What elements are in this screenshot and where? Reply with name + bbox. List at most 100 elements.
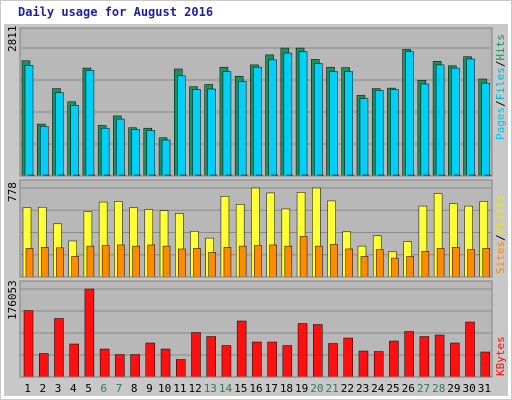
sites-bar-day-12	[193, 248, 201, 278]
files-bar-day-16	[253, 66, 262, 177]
files-bar-day-8	[131, 129, 140, 177]
hits-ymax-label: 2811	[6, 26, 19, 53]
kbytes-bar-day-30	[465, 321, 475, 378]
files-bar-day-21	[329, 71, 338, 177]
hits-panel-legend-item-2: Files	[494, 67, 507, 100]
files-bar-day-7	[116, 118, 125, 177]
kbytes-bar-day-9	[145, 342, 156, 378]
x-tick-day-3: 3	[55, 382, 62, 395]
x-tick-day-7: 7	[116, 382, 123, 395]
sites-bar-day-8	[132, 245, 140, 278]
hits-legend: Pages/Files/Hits	[494, 34, 507, 140]
sites-bar-day-31	[482, 248, 491, 278]
x-tick-day-14: 14	[219, 382, 233, 395]
sites-bar-day-16	[254, 245, 262, 278]
kbytes-bar-day-18	[282, 345, 293, 378]
visits-panel-legend-item-2: Visits	[494, 195, 507, 235]
kbytes-bar-day-10	[160, 348, 171, 378]
files-bar-day-26	[405, 51, 414, 177]
sites-bar-day-3	[56, 247, 64, 278]
hits-panel-border	[19, 27, 493, 177]
files-bar-day-19	[298, 51, 308, 177]
files-bar-day-6	[100, 127, 110, 177]
kbytes-bar-day-7	[115, 354, 125, 378]
visits-ymax-label: 778	[6, 182, 19, 202]
sites-bar-day-2	[40, 247, 49, 278]
sites-bar-day-10	[162, 245, 171, 278]
files-bar-day-4	[70, 105, 79, 177]
x-tick-day-21: 21	[326, 382, 339, 395]
x-tick-day-18: 18	[280, 382, 293, 395]
kbytes-bar-day-15	[236, 320, 247, 378]
files-bar-day-17	[268, 59, 277, 177]
sites-bar-day-5	[86, 245, 95, 278]
visits-legend: Sites/Visits	[494, 195, 507, 275]
x-tick-day-9: 9	[146, 382, 153, 395]
kbytes-panel-legend-item-0: KBytes	[494, 336, 507, 376]
x-tick-day-11: 11	[173, 382, 186, 395]
x-tick-day-2: 2	[40, 382, 47, 395]
kbytes-bar-day-28	[434, 334, 445, 378]
files-bar-day-27	[420, 83, 430, 177]
files-bar-day-5	[85, 70, 95, 177]
files-bar-day-11	[177, 75, 186, 177]
kbytes-bar-day-8	[130, 354, 140, 378]
files-bar-day-23	[359, 98, 369, 177]
x-tick-day-22: 22	[341, 382, 354, 395]
x-tick-day-5: 5	[85, 382, 92, 395]
sites-bar-day-21	[330, 244, 338, 278]
x-tick-day-26: 26	[402, 382, 415, 395]
files-bar-day-14	[222, 71, 232, 177]
x-tick-day-28: 28	[432, 382, 445, 395]
kbytes-bar-day-5	[84, 288, 95, 378]
files-bar-day-12	[192, 89, 201, 177]
kbytes-bar-day-6	[99, 348, 110, 378]
kbytes-bar-day-21	[328, 343, 338, 378]
kbytes-bar-day-22	[343, 337, 353, 378]
sites-bar-day-29	[452, 247, 460, 278]
sites-bar-day-1	[25, 248, 34, 278]
files-bar-day-10	[161, 139, 171, 177]
sites-bar-day-28	[436, 248, 445, 278]
sites-bar-day-20	[315, 245, 323, 278]
kbytes-ymax-label: 176053	[6, 280, 19, 320]
files-bar-day-24	[374, 90, 384, 177]
x-tick-day-27: 27	[417, 382, 430, 395]
x-tick-day-6: 6	[100, 382, 107, 395]
sites-bar-day-13	[208, 252, 216, 278]
files-bar-day-22	[344, 71, 353, 177]
sites-bar-day-22	[345, 248, 353, 278]
files-bar-day-2	[39, 126, 49, 177]
x-tick-day-30: 30	[463, 382, 476, 395]
x-tick-day-8: 8	[131, 382, 138, 395]
files-bar-day-3	[55, 92, 64, 177]
kbytes-bar-day-20	[313, 324, 323, 378]
files-bar-day-15	[237, 81, 247, 177]
kbytes-legend: KBytes	[494, 336, 507, 376]
sites-bar-day-11	[178, 248, 186, 278]
x-tick-day-12: 12	[188, 382, 201, 395]
sites-bar-day-4	[71, 256, 79, 278]
sites-bar-day-23	[360, 256, 369, 278]
x-tick-day-31: 31	[478, 382, 491, 395]
sites-bar-day-9	[147, 244, 156, 278]
sites-bar-day-14	[223, 247, 232, 278]
kbytes-bar-day-2	[38, 353, 49, 378]
sites-bar-day-30	[467, 249, 475, 278]
sites-bar-day-6	[101, 245, 110, 278]
files-bar-day-13	[207, 88, 216, 177]
x-tick-day-24: 24	[371, 382, 385, 395]
files-bar-day-30	[466, 58, 475, 177]
sites-bar-day-18	[284, 245, 293, 278]
kbytes-bar-day-13	[206, 336, 216, 378]
files-bar-day-18	[283, 52, 293, 177]
kbytes-bar-day-26	[404, 331, 414, 378]
sites-bar-day-17	[269, 244, 277, 278]
x-tick-day-20: 20	[310, 382, 323, 395]
sites-bar-day-7	[117, 244, 125, 278]
kbytes-bar-day-19	[297, 323, 308, 378]
x-tick-day-13: 13	[204, 382, 217, 395]
files-bar-day-9	[146, 130, 156, 177]
files-bar-day-1	[24, 65, 34, 177]
